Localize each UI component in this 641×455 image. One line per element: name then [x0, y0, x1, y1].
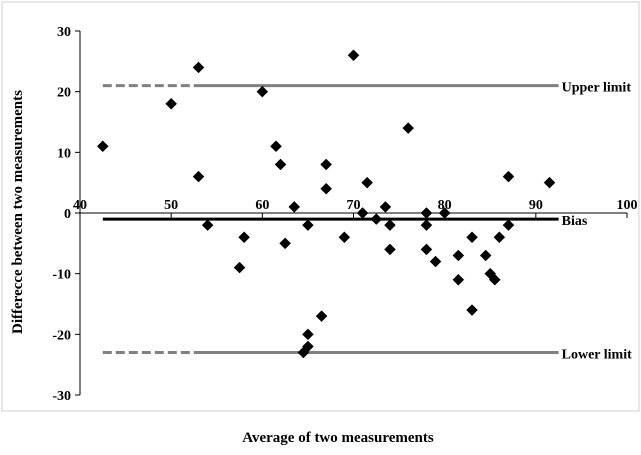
data-point [238, 231, 250, 244]
data-point [479, 249, 492, 262]
y-tick-label: -30 [52, 389, 71, 404]
x-tick-label: 40 [73, 198, 87, 213]
data-point [338, 231, 351, 244]
y-tick-label: -10 [52, 268, 71, 283]
data-point [493, 231, 506, 244]
data-point [502, 170, 515, 183]
data-point [420, 243, 433, 256]
data-point [315, 310, 328, 322]
data-point [302, 219, 314, 231]
data-point [96, 140, 109, 153]
data-point [466, 304, 478, 316]
data-point [320, 182, 333, 195]
data-point [466, 231, 478, 244]
data-point [384, 243, 396, 256]
bias-label: Bias [562, 214, 588, 229]
data-point [192, 170, 205, 183]
chart-area-border [1, 1, 640, 412]
data-point [302, 328, 314, 341]
x-tick-label: 80 [438, 198, 452, 213]
data-point [420, 207, 433, 219]
data-point [302, 340, 314, 353]
data-point [452, 273, 465, 286]
data-point [502, 219, 515, 231]
data-point [488, 273, 501, 286]
reference-lines: Upper limit Bias Lower limit [102, 81, 632, 363]
data-point [402, 122, 415, 134]
data-point [274, 158, 287, 171]
data-point [438, 207, 451, 219]
data-point [452, 249, 465, 262]
axes: -30 -20 -10 0 10 20 30 40 50 60 70 80 90 100 [52, 25, 637, 404]
data-point [320, 158, 333, 171]
lower-limit-label: Lower limit [562, 348, 632, 363]
y-tick-label: 20 [57, 86, 71, 101]
data-point [270, 140, 282, 153]
y-tick-label: 0 [64, 207, 71, 222]
data-point [288, 201, 301, 213]
data-point [165, 97, 178, 110]
data-point [201, 219, 214, 231]
y-tick-label: -20 [52, 328, 71, 343]
data-point [429, 255, 442, 268]
data-point [192, 61, 205, 74]
data-point [543, 176, 556, 189]
data-point [420, 219, 433, 231]
y-tick-label: 10 [57, 146, 71, 161]
x-tick-label: 70 [347, 198, 361, 213]
y-tick-label: 30 [57, 25, 71, 40]
data-point [347, 49, 360, 62]
x-tick-label: 100 [617, 198, 638, 213]
y-axis-title: Differecce between two measurements [10, 90, 26, 334]
data-point [279, 237, 291, 250]
data-points [96, 49, 556, 359]
upper-limit-label: Upper limit [562, 81, 632, 96]
data-point [379, 201, 392, 213]
data-point [370, 213, 383, 225]
x-tick-label: 90 [529, 198, 543, 213]
x-tick-label: 60 [255, 198, 269, 213]
data-point [361, 176, 374, 189]
data-point [233, 261, 246, 274]
x-tick-label: 50 [164, 198, 178, 213]
x-axis-title: Average of two measurements [242, 430, 434, 446]
data-point [256, 85, 269, 98]
data-point [384, 219, 396, 231]
data-point [356, 207, 369, 219]
